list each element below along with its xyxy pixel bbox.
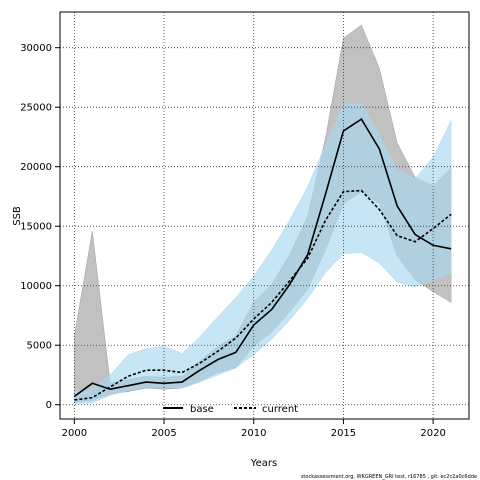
x-tick-label: 2005 (151, 428, 176, 439)
lines-layer (73, 117, 452, 401)
y-tick-label: 20000 (20, 162, 52, 173)
current-confidence-band (74, 103, 452, 404)
footer-text: stockassessment.org, WKGREEN_GRI test, r… (301, 474, 477, 480)
legend: base current (163, 404, 298, 415)
legend-current-label: current (262, 404, 298, 415)
y-tick-label: 10000 (20, 281, 52, 292)
x-tick-label: 2010 (241, 428, 266, 439)
x-axis-title: Years (250, 458, 277, 469)
axes-layer: 2000 2005 2010 2015 2020 0 5000 10000 15000 20000… (20, 43, 446, 439)
bands-layer (74, 24, 452, 404)
y-axis-title: SSB (12, 206, 23, 226)
x-tick-label: 2020 (420, 428, 445, 439)
y-tick-label: 5000 (27, 341, 52, 352)
x-tick-label: 2000 (62, 428, 87, 439)
plot-frame (59, 11, 470, 420)
legend-base-label: base (190, 404, 214, 415)
y-tick-label: 0 (46, 400, 52, 411)
base-series-line (73, 117, 452, 398)
y-tick-label: 15000 (20, 222, 52, 233)
current-series-line (74, 189, 452, 401)
x-tick-label: 2015 (331, 428, 356, 439)
y-tick-label: 30000 (20, 43, 52, 54)
grid-layer (60, 12, 469, 419)
y-tick-label: 25000 (20, 103, 52, 114)
